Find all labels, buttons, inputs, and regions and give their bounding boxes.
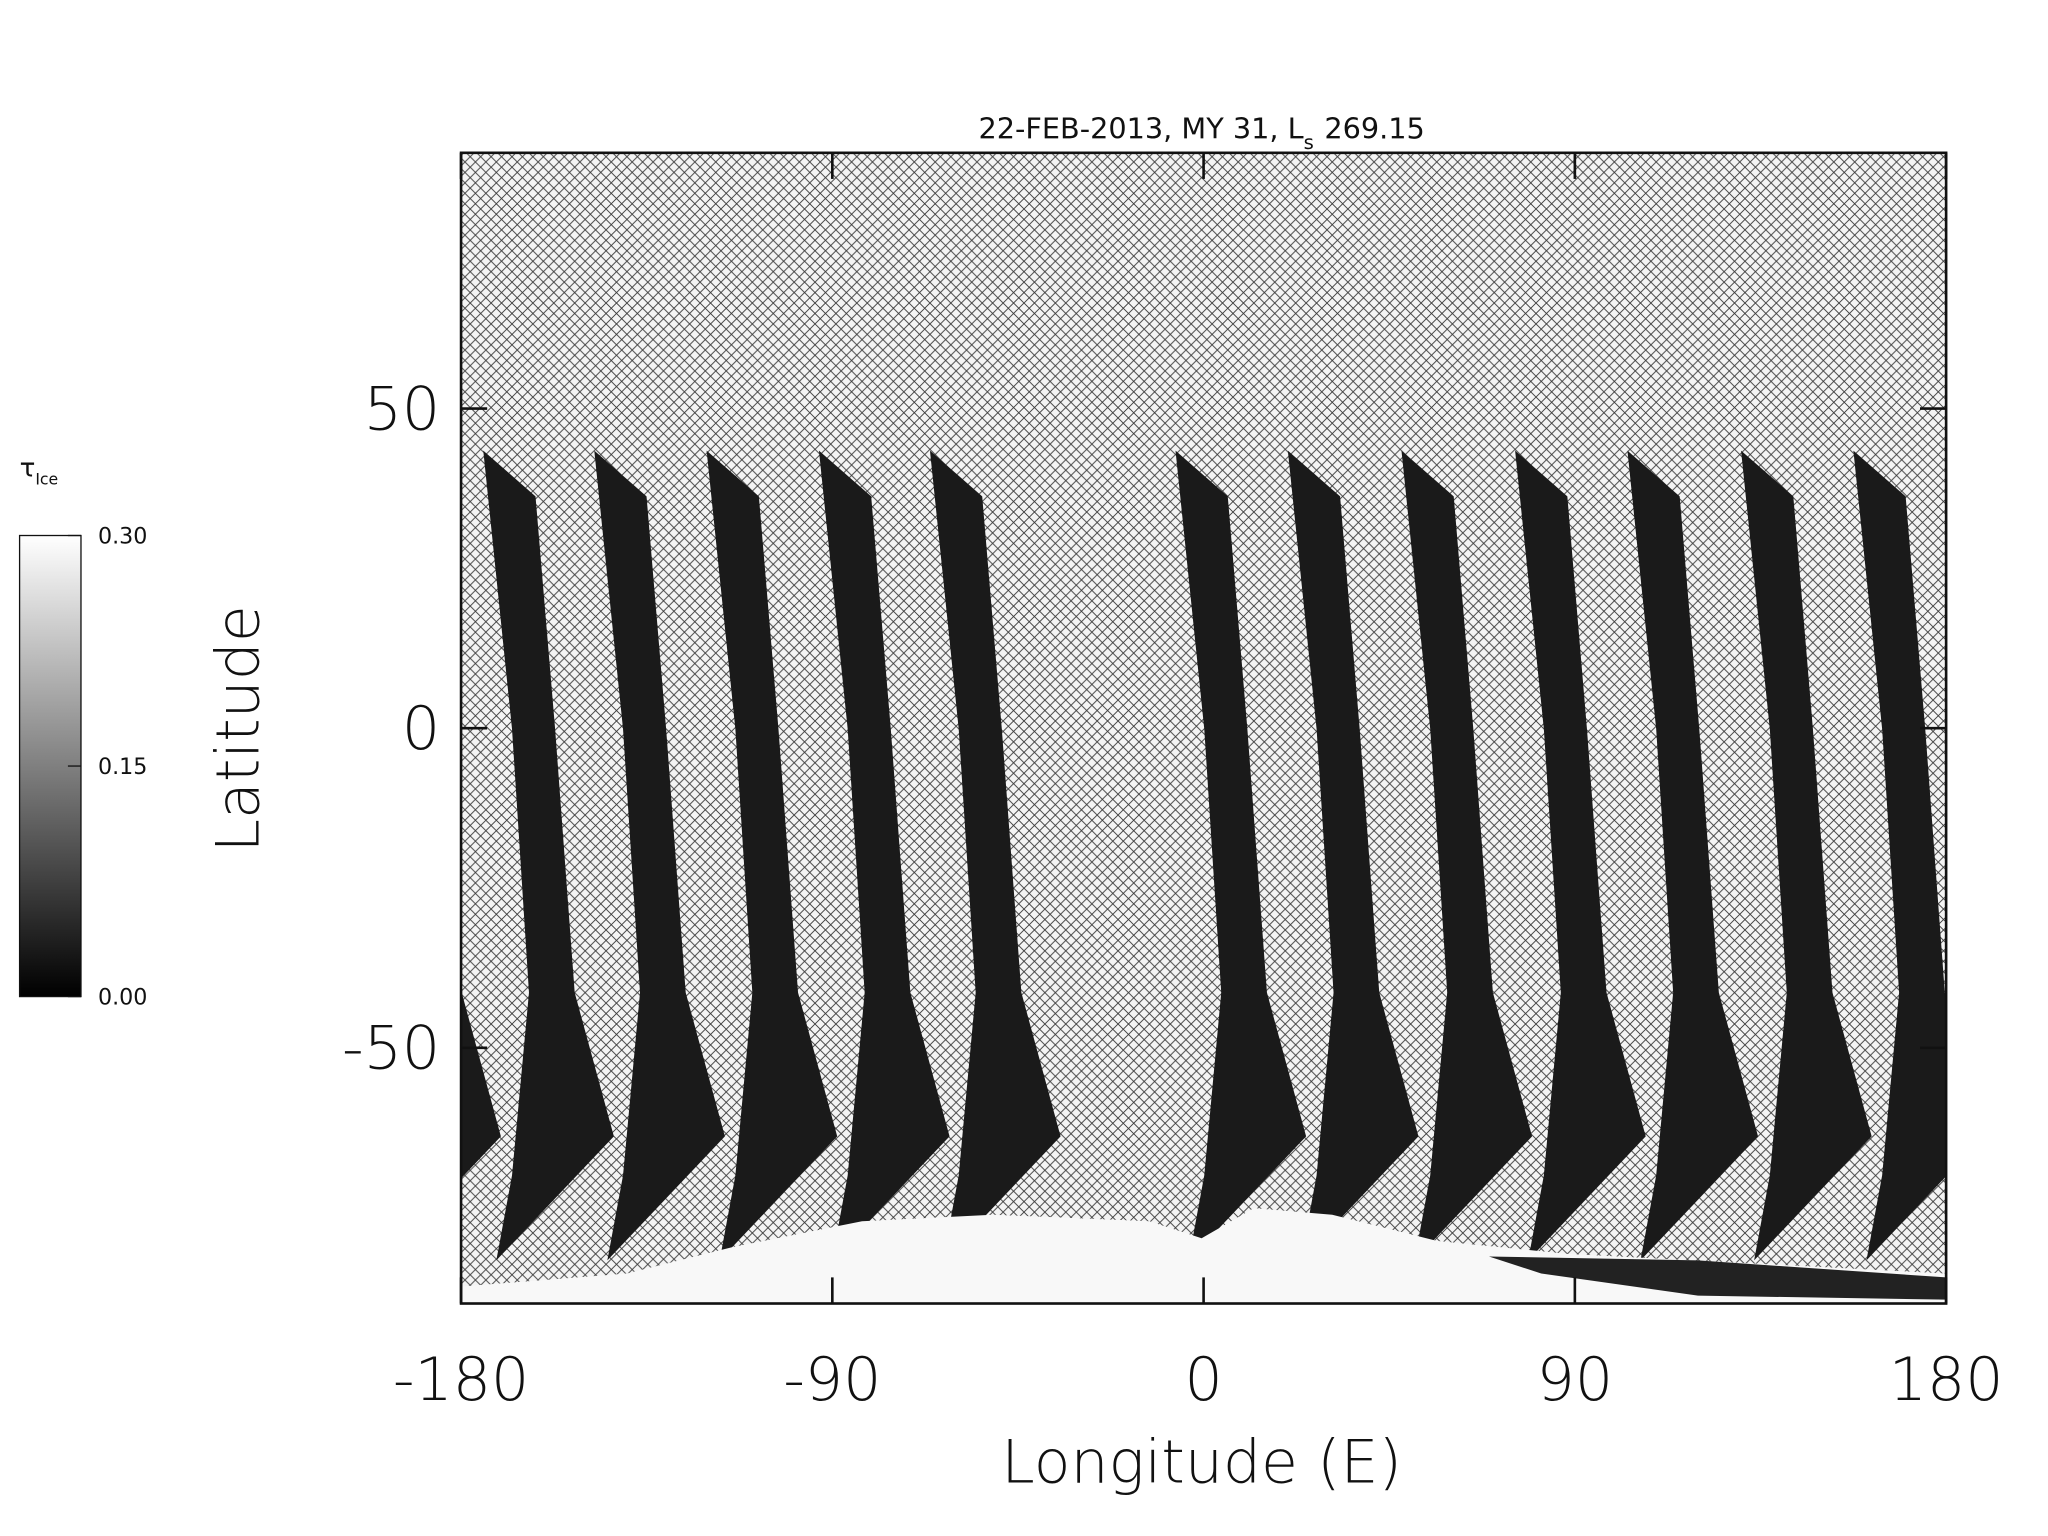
map-image xyxy=(461,152,1947,1304)
colorbar-tick-label: 0.00 xyxy=(98,984,147,1010)
observation-swath xyxy=(929,450,1061,1261)
x-tick-label: 180 xyxy=(1889,1345,2004,1415)
chart-title: 22-FEB-2013, MY 31, Ls 269.15 xyxy=(978,111,1424,153)
x-tick-label: 90 xyxy=(1537,1345,1613,1415)
colorbar-tick-label: 0.15 xyxy=(98,754,147,780)
dark-band xyxy=(1488,1256,1947,1300)
title-suffix: 269.15 xyxy=(1324,111,1425,145)
observation-swath xyxy=(1741,450,1872,1261)
colorbar-label: τIce xyxy=(20,454,59,489)
observation-swath xyxy=(483,450,614,1261)
y-axis-label: Latitude xyxy=(204,605,274,852)
x-tick-label: -90 xyxy=(783,1345,881,1415)
observation-swath xyxy=(1175,450,1307,1261)
x-axis-label: Longitude (E) xyxy=(1001,1427,1402,1497)
observation-swath xyxy=(1401,450,1533,1261)
y-tick-label: 50 xyxy=(364,374,440,444)
observation-swath xyxy=(1515,450,1646,1261)
colorbar-symbol: τ xyxy=(20,454,36,484)
observation-swath xyxy=(461,983,501,1179)
observation-swath xyxy=(818,450,950,1261)
title-subscript: s xyxy=(1304,131,1314,154)
observation-swath xyxy=(1627,450,1759,1261)
colorbar-tick-label: 0.30 xyxy=(98,523,147,549)
y-tick-label: -50 xyxy=(342,1014,440,1084)
observation-swath xyxy=(594,450,725,1261)
y-tick-label: 0 xyxy=(402,694,440,764)
x-tick-label: -180 xyxy=(393,1345,529,1415)
observation-swath xyxy=(1287,450,1419,1261)
observation-swath xyxy=(706,450,838,1261)
title-text: 22-FEB-2013, MY 31, L xyxy=(978,111,1303,145)
observation-swath xyxy=(1853,450,1947,1261)
colorbar-subscript: Ice xyxy=(35,470,58,489)
x-tick-label: 0 xyxy=(1184,1345,1222,1415)
